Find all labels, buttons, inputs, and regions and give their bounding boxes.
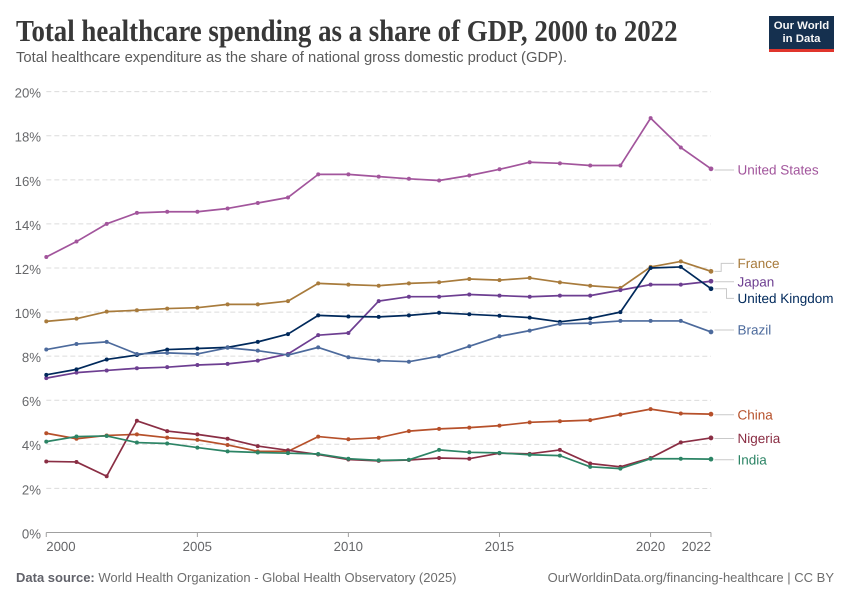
svg-text:14%: 14% bbox=[15, 218, 42, 233]
svg-text:2020: 2020 bbox=[636, 539, 665, 554]
svg-text:16%: 16% bbox=[15, 174, 42, 189]
svg-text:2022: 2022 bbox=[682, 539, 711, 554]
svg-text:2010: 2010 bbox=[334, 539, 363, 554]
svg-text:18%: 18% bbox=[15, 130, 42, 145]
svg-text:United Kingdom: United Kingdom bbox=[737, 291, 833, 306]
svg-text:6%: 6% bbox=[22, 394, 41, 409]
svg-text:20%: 20% bbox=[15, 86, 42, 101]
svg-text:12%: 12% bbox=[15, 262, 42, 277]
svg-text:France: France bbox=[738, 256, 780, 271]
svg-text:8%: 8% bbox=[22, 350, 41, 365]
svg-text:United States: United States bbox=[738, 163, 819, 178]
svg-text:India: India bbox=[737, 452, 767, 467]
svg-text:2005: 2005 bbox=[183, 539, 212, 554]
svg-text:China: China bbox=[737, 407, 773, 422]
svg-text:4%: 4% bbox=[22, 438, 41, 453]
svg-text:10%: 10% bbox=[15, 306, 42, 321]
svg-text:2%: 2% bbox=[22, 482, 41, 497]
svg-text:Brazil: Brazil bbox=[737, 323, 771, 338]
svg-text:2000: 2000 bbox=[46, 539, 75, 554]
svg-text:0%: 0% bbox=[22, 526, 41, 541]
svg-text:Nigeria: Nigeria bbox=[737, 431, 780, 446]
svg-text:2015: 2015 bbox=[485, 539, 514, 554]
svg-text:Japan: Japan bbox=[738, 274, 775, 289]
